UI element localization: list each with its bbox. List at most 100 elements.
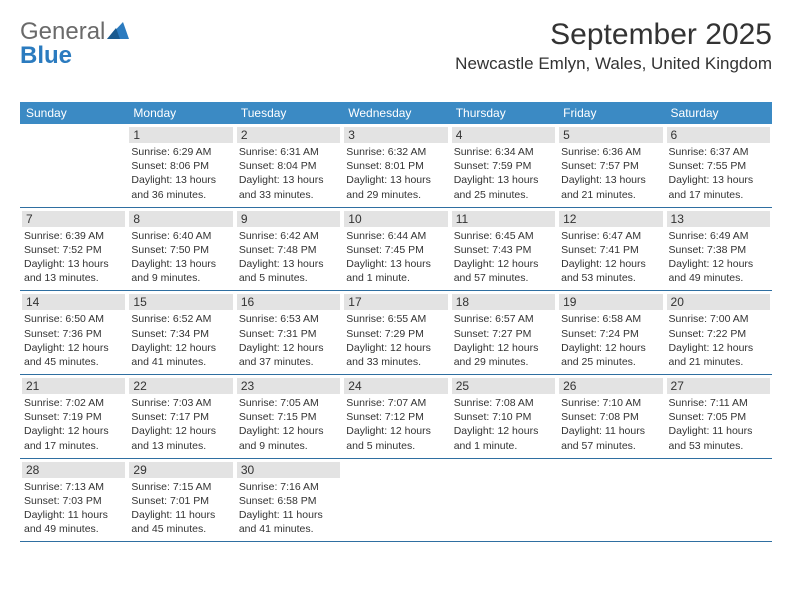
sunset-text: Sunset: 7:57 PM bbox=[561, 159, 660, 173]
daylight-text: Daylight: 12 hours and 41 minutes. bbox=[131, 341, 230, 369]
sunset-text: Sunset: 7:03 PM bbox=[24, 494, 123, 508]
sunrise-text: Sunrise: 6:32 AM bbox=[346, 145, 445, 159]
day-cell: 10Sunrise: 6:44 AMSunset: 7:45 PMDayligh… bbox=[342, 208, 449, 291]
daylight-text: Daylight: 13 hours and 25 minutes. bbox=[454, 173, 553, 201]
sunrise-text: Sunrise: 6:49 AM bbox=[669, 229, 768, 243]
sunrise-text: Sunrise: 7:10 AM bbox=[561, 396, 660, 410]
daylight-text: Daylight: 12 hours and 21 minutes. bbox=[669, 341, 768, 369]
day-cell: 23 Sunrise: 7:05 AMSunset: 7:15 PMDayligh… bbox=[235, 375, 342, 458]
day-cell: 12Sunrise: 6:47 AMSunset: 7:41 PMDayligh… bbox=[557, 208, 664, 291]
day-cell-empty bbox=[20, 124, 127, 207]
day-info: Sunrise: 7:10 AMSunset: 7:08 PMDaylight:… bbox=[559, 396, 662, 453]
sunset-text: Sunset: 7:22 PM bbox=[669, 327, 768, 341]
day-number: 21 bbox=[22, 378, 125, 394]
daylight-text: Daylight: 12 hours and 9 minutes. bbox=[239, 424, 338, 452]
daylight-text: Daylight: 11 hours and 45 minutes. bbox=[131, 508, 230, 536]
day-info: Sunrise: 6:53 AMSunset: 7:31 PMDaylight:… bbox=[237, 312, 340, 369]
sunrise-text: Sunrise: 7:16 AM bbox=[239, 480, 338, 494]
day-number: 4 bbox=[452, 127, 555, 143]
daylight-text: Daylight: 12 hours and 5 minutes. bbox=[346, 424, 445, 452]
day-cell: 24Sunrise: 7:07 AMSunset: 7:12 PMDayligh… bbox=[342, 375, 449, 458]
daylight-text: Daylight: 13 hours and 29 minutes. bbox=[346, 173, 445, 201]
day-info: Sunrise: 6:57 AMSunset: 7:27 PMDaylight:… bbox=[452, 312, 555, 369]
sunset-text: Sunset: 7:52 PM bbox=[24, 243, 123, 257]
day-cell-empty bbox=[342, 459, 449, 542]
day-number: 16 bbox=[237, 294, 340, 310]
day-number: 10 bbox=[344, 211, 447, 227]
brand-text-2: Blue bbox=[20, 42, 72, 69]
daylight-text: Daylight: 13 hours and 21 minutes. bbox=[561, 173, 660, 201]
sunrise-text: Sunrise: 6:40 AM bbox=[131, 229, 230, 243]
day-number: 2 bbox=[237, 127, 340, 143]
sunrise-text: Sunrise: 7:05 AM bbox=[239, 396, 338, 410]
sunset-text: Sunset: 8:01 PM bbox=[346, 159, 445, 173]
day-info: Sunrise: 6:45 AMSunset: 7:43 PMDaylight:… bbox=[452, 229, 555, 286]
day-info: Sunrise: 6:39 AMSunset: 7:52 PMDaylight:… bbox=[22, 229, 125, 286]
day-number: 8 bbox=[129, 211, 232, 227]
day-number: 9 bbox=[237, 211, 340, 227]
week-row: 21Sunrise: 7:02 AMSunset: 7:19 PMDayligh… bbox=[20, 375, 772, 459]
day-cell: 7 Sunrise: 6:39 AMSunset: 7:52 PMDaylight… bbox=[20, 208, 127, 291]
sunrise-text: Sunrise: 6:45 AM bbox=[454, 229, 553, 243]
day-info: Sunrise: 7:16 AMSunset: 6:58 PMDaylight:… bbox=[237, 480, 340, 537]
sunset-text: Sunset: 7:38 PM bbox=[669, 243, 768, 257]
sunrise-text: Sunrise: 6:31 AM bbox=[239, 145, 338, 159]
day-cell: 15Sunrise: 6:52 AMSunset: 7:34 PMDayligh… bbox=[127, 291, 234, 374]
day-info: Sunrise: 7:07 AMSunset: 7:12 PMDaylight:… bbox=[344, 396, 447, 453]
day-info: Sunrise: 6:37 AMSunset: 7:55 PMDaylight:… bbox=[667, 145, 770, 202]
day-cell-empty bbox=[450, 459, 557, 542]
sunrise-text: Sunrise: 7:11 AM bbox=[669, 396, 768, 410]
calendar: SundayMondayTuesdayWednesdayThursdayFrid… bbox=[20, 102, 772, 542]
dow-cell: Friday bbox=[557, 102, 664, 124]
day-info: Sunrise: 7:00 AMSunset: 7:22 PMDaylight:… bbox=[667, 312, 770, 369]
day-cell: 27Sunrise: 7:11 AMSunset: 7:05 PMDayligh… bbox=[665, 375, 772, 458]
sunrise-text: Sunrise: 7:03 AM bbox=[131, 396, 230, 410]
sunrise-text: Sunrise: 7:00 AM bbox=[669, 312, 768, 326]
sunset-text: Sunset: 7:08 PM bbox=[561, 410, 660, 424]
day-number: 7 bbox=[22, 211, 125, 227]
day-number: 3 bbox=[344, 127, 447, 143]
sunrise-text: Sunrise: 6:52 AM bbox=[131, 312, 230, 326]
sunrise-text: Sunrise: 7:07 AM bbox=[346, 396, 445, 410]
day-number: 23 bbox=[237, 378, 340, 394]
day-number: 17 bbox=[344, 294, 447, 310]
day-info: Sunrise: 6:40 AMSunset: 7:50 PMDaylight:… bbox=[129, 229, 232, 286]
day-number: 13 bbox=[667, 211, 770, 227]
daylight-text: Daylight: 12 hours and 29 minutes. bbox=[454, 341, 553, 369]
day-info: Sunrise: 7:03 AMSunset: 7:17 PMDaylight:… bbox=[129, 396, 232, 453]
sunset-text: Sunset: 7:31 PM bbox=[239, 327, 338, 341]
day-number: 20 bbox=[667, 294, 770, 310]
day-cell: 4Sunrise: 6:34 AMSunset: 7:59 PMDaylight… bbox=[450, 124, 557, 207]
sunset-text: Sunset: 7:17 PM bbox=[131, 410, 230, 424]
sunrise-text: Sunrise: 6:34 AM bbox=[454, 145, 553, 159]
day-cell: 19Sunrise: 6:58 AMSunset: 7:24 PMDayligh… bbox=[557, 291, 664, 374]
day-number: 22 bbox=[129, 378, 232, 394]
daylight-text: Daylight: 12 hours and 37 minutes. bbox=[239, 341, 338, 369]
day-cell: 1Sunrise: 6:29 AMSunset: 8:06 PMDaylight… bbox=[127, 124, 234, 207]
calendar-body: 1Sunrise: 6:29 AMSunset: 8:06 PMDaylight… bbox=[20, 124, 772, 542]
sunrise-text: Sunrise: 6:50 AM bbox=[24, 312, 123, 326]
day-info: Sunrise: 6:52 AMSunset: 7:34 PMDaylight:… bbox=[129, 312, 232, 369]
day-info: Sunrise: 7:05 AMSunset: 7:15 PMDaylight:… bbox=[237, 396, 340, 453]
day-info: Sunrise: 7:11 AMSunset: 7:05 PMDaylight:… bbox=[667, 396, 770, 453]
brand-triangle-icon bbox=[107, 21, 129, 44]
sunrise-text: Sunrise: 6:53 AM bbox=[239, 312, 338, 326]
daylight-text: Daylight: 11 hours and 57 minutes. bbox=[561, 424, 660, 452]
daylight-text: Daylight: 11 hours and 49 minutes. bbox=[24, 508, 123, 536]
day-cell: 20 Sunrise: 7:00 AMSunset: 7:22 PMDayligh… bbox=[665, 291, 772, 374]
day-cell: 29Sunrise: 7:15 AMSunset: 7:01 PMDayligh… bbox=[127, 459, 234, 542]
dow-cell: Sunday bbox=[20, 102, 127, 124]
day-info: Sunrise: 6:50 AMSunset: 7:36 PMDaylight:… bbox=[22, 312, 125, 369]
daylight-text: Daylight: 12 hours and 13 minutes. bbox=[131, 424, 230, 452]
sunset-text: Sunset: 7:41 PM bbox=[561, 243, 660, 257]
sunset-text: Sunset: 7:19 PM bbox=[24, 410, 123, 424]
day-info: Sunrise: 6:42 AMSunset: 7:48 PMDaylight:… bbox=[237, 229, 340, 286]
day-info: Sunrise: 6:36 AMSunset: 7:57 PMDaylight:… bbox=[559, 145, 662, 202]
daylight-text: Daylight: 12 hours and 45 minutes. bbox=[24, 341, 123, 369]
daylight-text: Daylight: 12 hours and 17 minutes. bbox=[24, 424, 123, 452]
sunrise-text: Sunrise: 6:57 AM bbox=[454, 312, 553, 326]
sunrise-text: Sunrise: 6:58 AM bbox=[561, 312, 660, 326]
sunset-text: Sunset: 7:50 PM bbox=[131, 243, 230, 257]
daylight-text: Daylight: 11 hours and 53 minutes. bbox=[669, 424, 768, 452]
day-number: 25 bbox=[452, 378, 555, 394]
